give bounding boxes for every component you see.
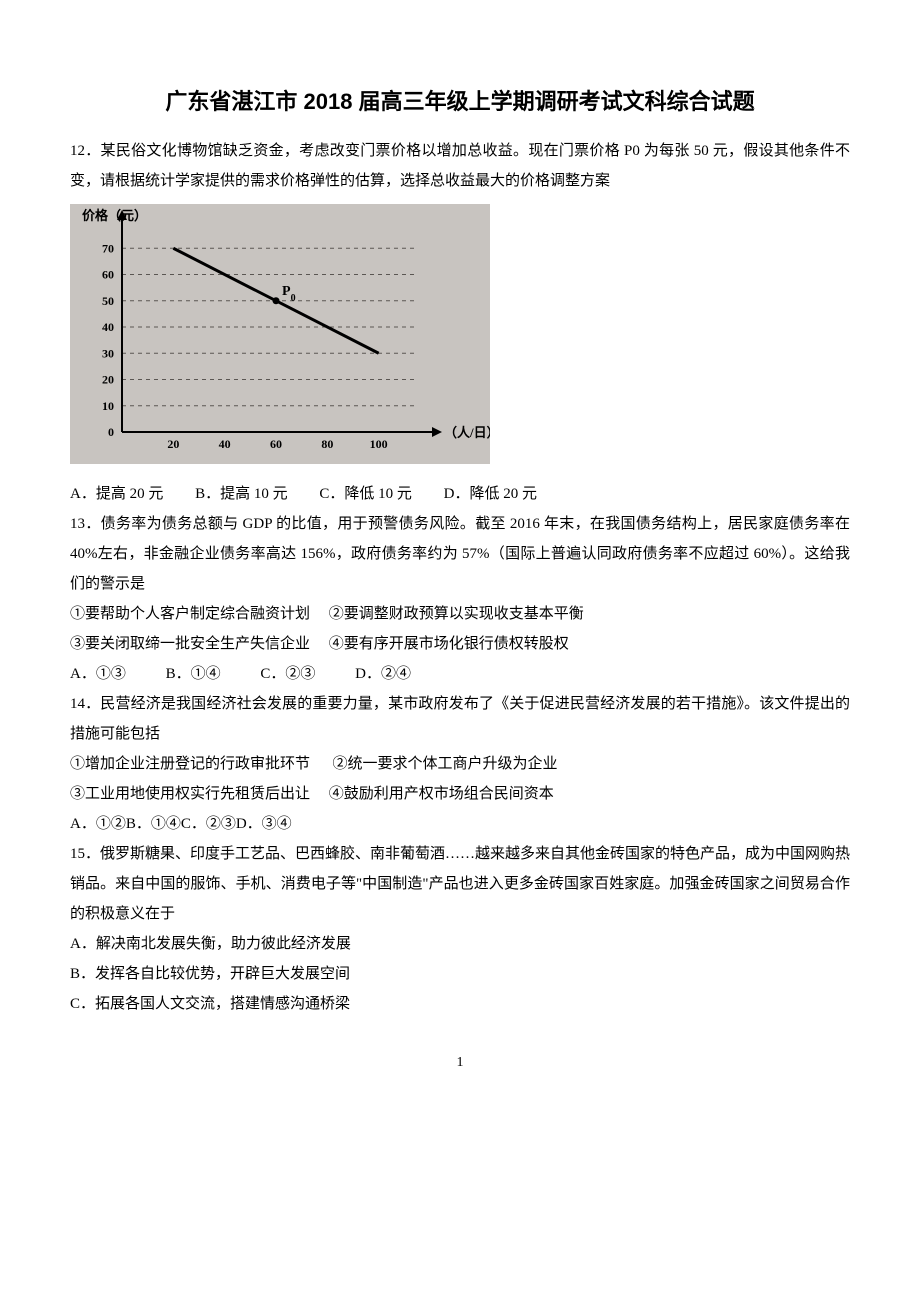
q12-option-c: C．降低 10 元 xyxy=(319,486,412,502)
svg-text:40: 40 xyxy=(219,437,231,451)
q13-option-a: A．①③ xyxy=(70,666,126,682)
svg-text:20: 20 xyxy=(102,373,114,387)
q15-option-a: A．解决南北发展失衡，助力彼此经济发展 xyxy=(70,929,850,959)
svg-text:40: 40 xyxy=(102,320,114,334)
q13-item3: ③要关闭取缔一批安全生产失信企业 xyxy=(70,636,310,652)
q14-item2: ②统一要求个体工商户升级为企业 xyxy=(333,756,558,772)
q12-chart: 10203040506070020406080100价格（元）（人/日）P0 xyxy=(70,204,850,475)
demand-curve-chart: 10203040506070020406080100价格（元）（人/日）P0 xyxy=(70,204,490,464)
q14-item3: ③工业用地使用权实行先租赁后出让 xyxy=(70,786,310,802)
q12-option-d: D．降低 20 元 xyxy=(444,486,537,502)
q14-options: A．①②B．①④C．②③D．③④ xyxy=(70,809,850,839)
q13-items-row1: ①要帮助个人客户制定综合融资计划 ②要调整财政预算以实现收支基本平衡 xyxy=(70,599,850,629)
q14-item4: ④鼓励利用产权市场组合民间资本 xyxy=(329,786,554,802)
svg-text:30: 30 xyxy=(102,346,114,360)
svg-text:0: 0 xyxy=(108,425,114,439)
svg-text:70: 70 xyxy=(102,241,114,255)
q13-item4: ④要有序开展市场化银行债权转股权 xyxy=(329,636,569,652)
q14-items-row1: ①增加企业注册登记的行政审批环节 ②统一要求个体工商户升级为企业 xyxy=(70,749,850,779)
svg-text:100: 100 xyxy=(370,437,388,451)
q13-item1: ①要帮助个人客户制定综合融资计划 xyxy=(70,606,310,622)
svg-text:60: 60 xyxy=(102,268,114,282)
q14-items-row2: ③工业用地使用权实行先租赁后出让 ④鼓励利用产权市场组合民间资本 xyxy=(70,779,850,809)
q12-option-b: B．提高 10 元 xyxy=(195,486,288,502)
q12-options: A．提高 20 元 B．提高 10 元 C．降低 10 元 D．降低 20 元 xyxy=(70,479,850,509)
q13-item2: ②要调整财政预算以实现收支基本平衡 xyxy=(329,606,584,622)
q12-stem: 12．某民俗文化博物馆缺乏资金，考虑改变门票价格以增加总收益。现在门票价格 P0… xyxy=(70,136,850,196)
page-number: 1 xyxy=(70,1049,850,1077)
q12-option-a: A．提高 20 元 xyxy=(70,486,163,502)
q14-stem: 14．民营经济是我国经济社会发展的重要力量，某市政府发布了《关于促进民营经济发展… xyxy=(70,689,850,749)
q15-option-b: B．发挥各自比较优势，开辟巨大发展空间 xyxy=(70,959,850,989)
page-title: 广东省湛江市 2018 届高三年级上学期调研考试文科综合试题 xyxy=(70,80,850,124)
q13-option-c: C．②③ xyxy=(260,666,315,682)
q13-option-d: D．②④ xyxy=(355,666,411,682)
svg-text:价格（元）: 价格（元） xyxy=(82,208,147,223)
q13-options: A．①③ B．①④ C．②③ D．②④ xyxy=(70,659,850,689)
svg-text:80: 80 xyxy=(321,437,333,451)
q13-option-b: B．①④ xyxy=(166,666,221,682)
svg-text:50: 50 xyxy=(102,294,114,308)
svg-text:20: 20 xyxy=(167,437,179,451)
q15-option-c: C．拓展各国人文交流，搭建情感沟通桥梁 xyxy=(70,989,850,1019)
svg-text:10: 10 xyxy=(102,399,114,413)
q14-item1: ①增加企业注册登记的行政审批环节 xyxy=(70,756,310,772)
svg-text:60: 60 xyxy=(270,437,282,451)
svg-text:（人/日）: （人/日） xyxy=(444,425,490,440)
q15-stem: 15．俄罗斯糖果、印度手工艺品、巴西蜂胶、南非葡萄酒……越来越多来自其他金砖国家… xyxy=(70,839,850,929)
q13-stem: 13．债务率为债务总额与 GDP 的比值，用于预警债务风险。截至 2016 年末… xyxy=(70,509,850,599)
q13-items-row2: ③要关闭取缔一批安全生产失信企业 ④要有序开展市场化银行债权转股权 xyxy=(70,629,850,659)
